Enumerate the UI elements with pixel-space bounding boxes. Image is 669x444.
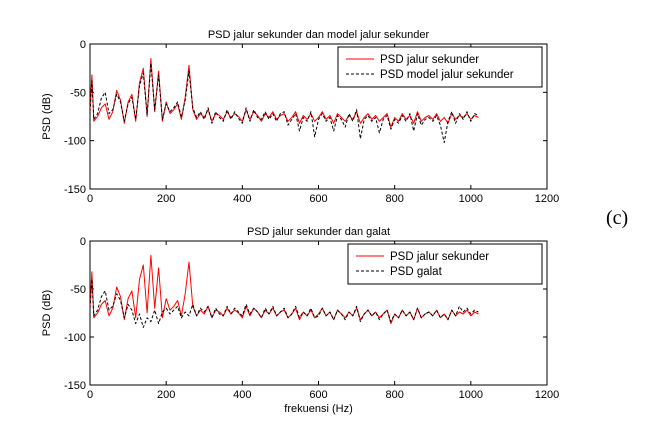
- chart-0-xtick-label: 1000: [459, 193, 483, 205]
- chart-0-xtick-label: 600: [309, 193, 327, 205]
- chart-1-ytick-label: -100: [64, 332, 86, 344]
- chart-0-xtick-label: 800: [385, 193, 403, 205]
- chart-0-legend-box: [337, 46, 543, 88]
- chart-1-ytick-label: -150: [64, 380, 86, 392]
- chart-0-ytick-label: -50: [70, 87, 86, 99]
- chart-0-xtick-label: 200: [157, 193, 175, 205]
- panel-tag: (c): [606, 207, 628, 229]
- chart-1-legend-box: [347, 243, 543, 285]
- chart-1-ytick-label: 0: [80, 236, 86, 248]
- chart-0-ylabel: PSD (dB): [41, 93, 53, 139]
- chart-0-xtick-label: 400: [233, 193, 251, 205]
- chart-1-xlabel: frekuensi (Hz): [284, 403, 352, 415]
- chart-1-xtick-label: 800: [385, 389, 403, 401]
- chart-1-ytick-label: -50: [70, 284, 86, 296]
- psd-chart-bottom: 0 200 400 600 800 1000 1200 -150 -100 -50 0 PSD jal…: [41, 226, 559, 415]
- chart-0-title: PSD jalur sekunder dan model jalur sekun…: [208, 29, 430, 41]
- chart-0-ytick-label: -100: [64, 136, 86, 148]
- chart-0-xtick-label: 1200: [535, 193, 559, 205]
- chart-1-xtick-label: 1000: [459, 389, 483, 401]
- chart-0-xtick-label: 0: [87, 193, 93, 205]
- chart-1-xtick-label: 600: [309, 389, 327, 401]
- chart-1-legend-label: PSD galat: [390, 266, 443, 278]
- chart-0-series-0-line: [90, 58, 479, 128]
- chart-1-xtick-label: 200: [157, 389, 175, 401]
- chart-0-legend-label: PSD jalur sekunder: [380, 54, 479, 66]
- chart-0-series-1-line: [90, 62, 479, 144]
- chart-0-legend-label: PSD model jalur sekunder: [380, 69, 514, 81]
- chart-0-ytick-label: 0: [80, 39, 86, 51]
- chart-1-xtick-label: 1200: [535, 389, 559, 401]
- chart-1-title: PSD jalur sekunder dan galat: [247, 226, 390, 238]
- chart-0-ytick-label: -150: [64, 184, 86, 196]
- chart-1-series-0-line: [90, 254, 479, 325]
- chart-1-xtick-label: 400: [233, 389, 251, 401]
- chart-1-ylabel: PSD (dB): [41, 290, 53, 336]
- chart-1-xtick-label: 0: [87, 389, 93, 401]
- chart-1-legend-label: PSD jalur sekunder: [390, 251, 489, 263]
- psd-chart-top: 0 200 400 600 800 1000 1200 -150 -100 -50 0 PSD jal…: [41, 29, 559, 205]
